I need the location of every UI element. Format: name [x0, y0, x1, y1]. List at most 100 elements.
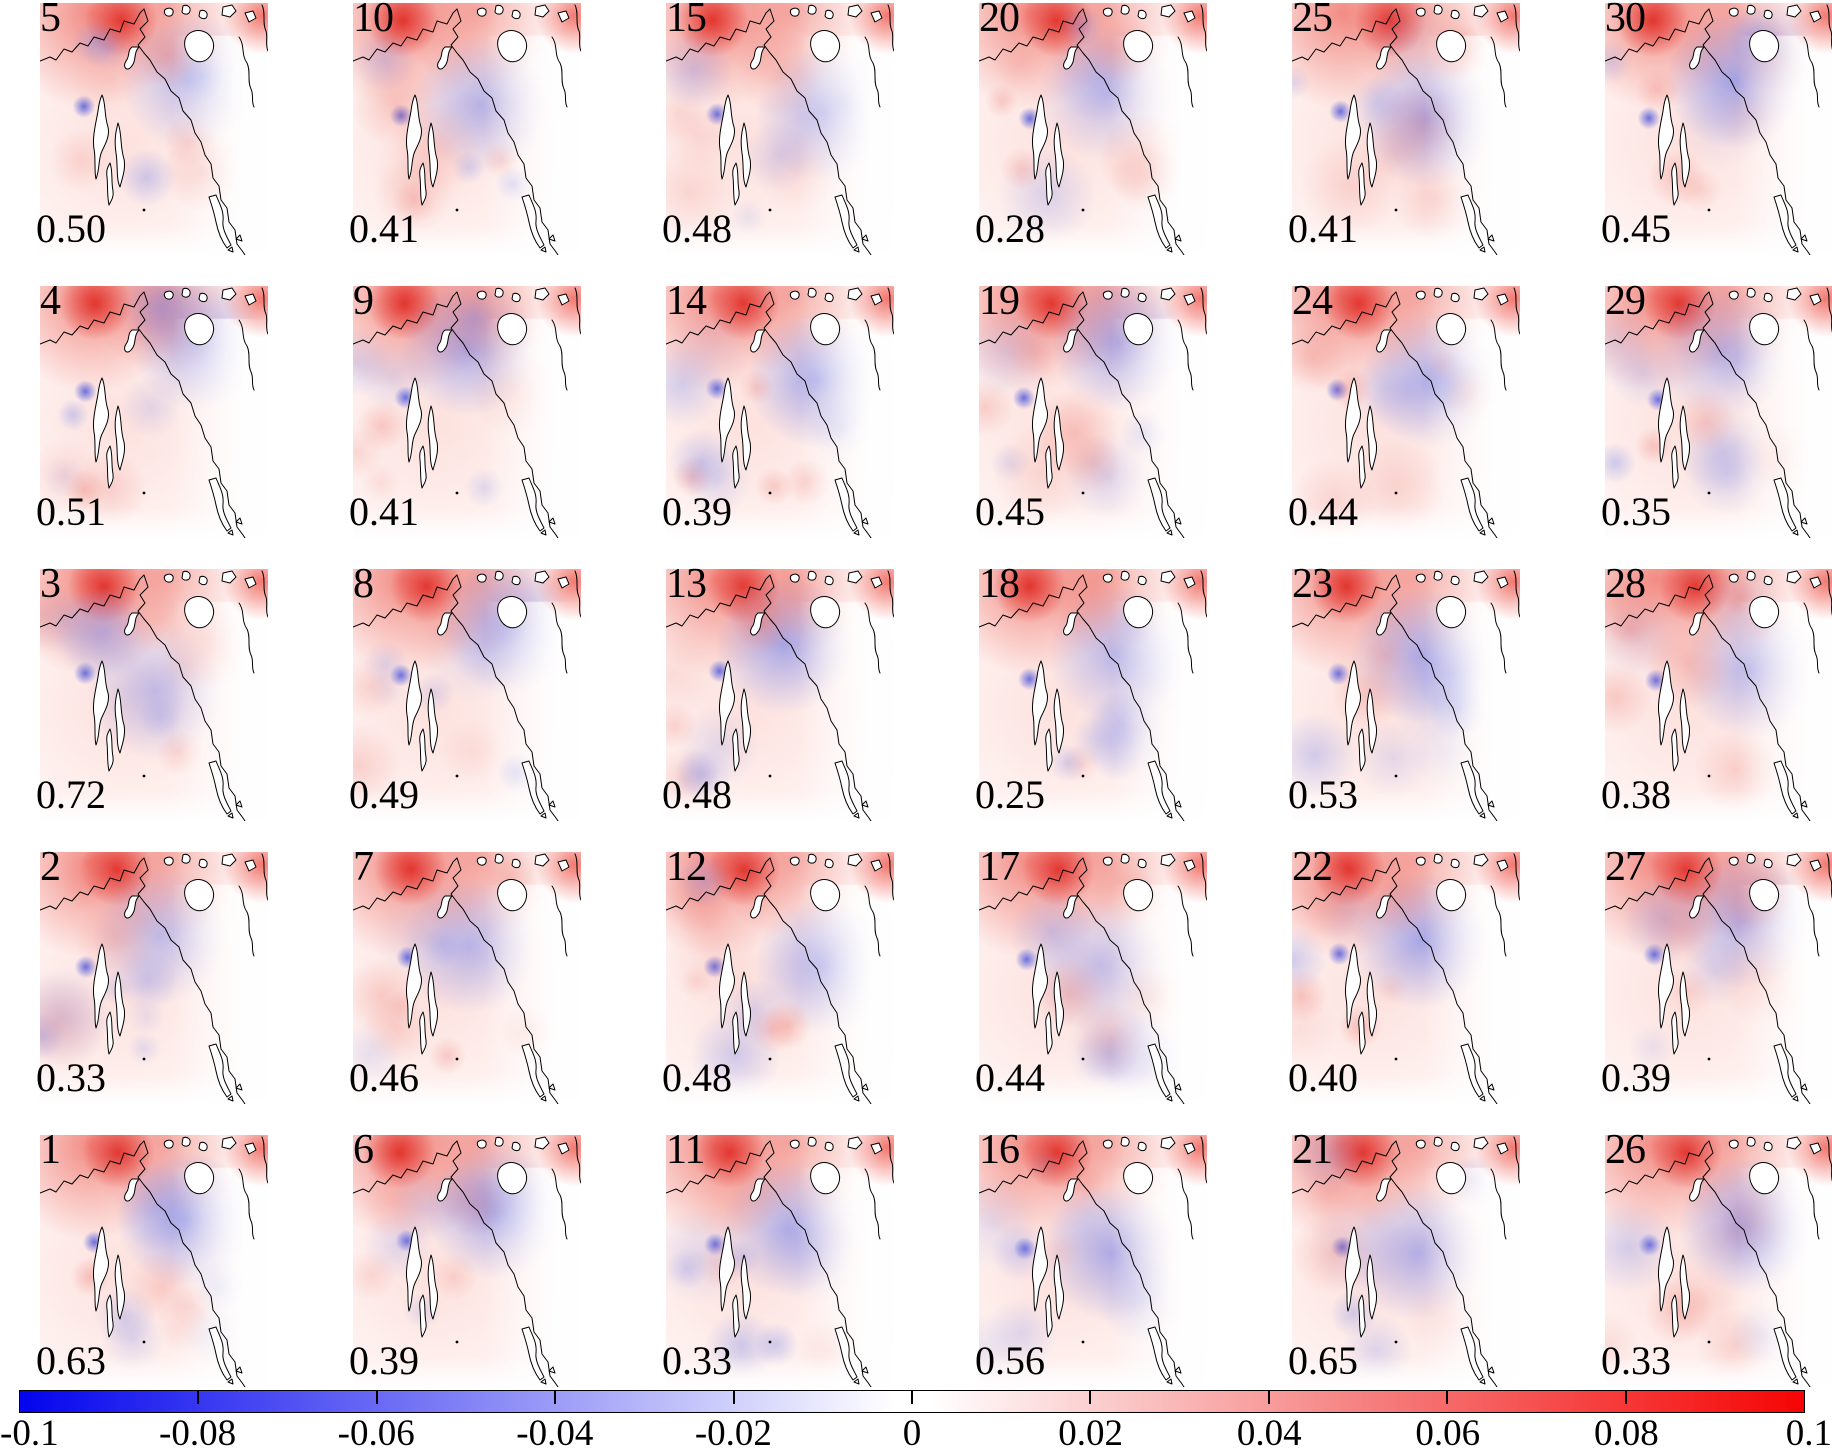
map-panel: 26 0.33	[1601, 1129, 1832, 1387]
map-panel: 14 0.39	[662, 280, 894, 538]
panel-correlation-value: 0.72	[36, 772, 106, 817]
panel-correlation-value: 0.33	[36, 1055, 106, 1100]
map-panel: 6 0.39	[349, 1129, 581, 1387]
colorbar-labels: -0.1 -0.08 -0.06 -0.04 -0.02 0 0.02 0.04 0.06 0.0…	[0, 1413, 1832, 1456]
panel-correlation-value: 0.41	[1288, 206, 1358, 251]
panel-number: 11	[666, 1127, 705, 1173]
map-panel: 28 0.38	[1601, 563, 1832, 821]
panel-number: 29	[1605, 278, 1646, 324]
map-panel: 1 0.63	[36, 1129, 268, 1387]
panel-number: 14	[666, 278, 707, 324]
map-panel: 25 0.41	[1288, 0, 1520, 255]
panel-correlation-value: 0.53	[1288, 772, 1358, 817]
colorbar-tick-label: -0.1	[0, 1413, 59, 1454]
panel-correlation-value: 0.35	[1601, 489, 1671, 534]
panel-number: 12	[666, 844, 707, 890]
colorbar-tick-label: 0.04	[1236, 1413, 1302, 1454]
panel-number: 18	[979, 561, 1020, 607]
panel-number: 10	[353, 0, 394, 41]
panel-correlation-value: 0.41	[349, 489, 419, 534]
panel-correlation-value: 0.39	[349, 1338, 419, 1383]
panel-correlation-value: 0.39	[1601, 1055, 1671, 1100]
colorbar-tick	[1624, 1391, 1627, 1404]
map-panel: 23 0.53	[1288, 563, 1520, 821]
map-panel: 10 0.41	[349, 0, 581, 255]
panel-number: 24	[1292, 278, 1333, 324]
map-panel: 11 0.33	[662, 1129, 894, 1387]
panel-number: 20	[979, 0, 1020, 41]
panel-number: 23	[1292, 561, 1333, 607]
panel-correlation-value: 0.48	[662, 1055, 732, 1100]
panel-number: 26	[1605, 1127, 1646, 1173]
panel-correlation-value: 0.51	[36, 489, 106, 534]
colorbar-tick	[197, 1391, 200, 1404]
colorbar-tick-label: 0.02	[1058, 1413, 1123, 1454]
colorbar-tick-label: 0	[902, 1413, 922, 1454]
panel-correlation-value: 0.39	[662, 489, 732, 534]
colorbar-tick	[732, 1391, 735, 1404]
panel-correlation-value: 0.56	[975, 1338, 1045, 1383]
panel-correlation-value: 0.45	[975, 489, 1045, 534]
panel-correlation-value: 0.65	[1288, 1338, 1358, 1383]
colorbar-tick	[1267, 1391, 1270, 1404]
map-panel: 29 0.35	[1601, 280, 1832, 538]
colorbar-tick	[1446, 1391, 1449, 1404]
map-panel: 21 0.65	[1288, 1129, 1520, 1387]
colorbar-tick-label: 0.08	[1594, 1413, 1659, 1454]
panel-number: 7	[353, 844, 374, 890]
panel-number: 8	[353, 561, 374, 607]
map-panel: 18 0.25	[975, 563, 1207, 821]
colorbar-tick-label: -0.08	[159, 1413, 237, 1454]
map-panel: 20 0.28	[975, 0, 1207, 255]
map-panel: 24 0.44	[1288, 280, 1520, 538]
panel-correlation-value: 0.33	[662, 1338, 732, 1383]
panel-number: 16	[979, 1127, 1020, 1173]
map-panel: 30 0.45	[1601, 0, 1832, 255]
map-panel: 8 0.49	[349, 563, 581, 821]
panel-number: 30	[1605, 0, 1646, 41]
panel-number: 15	[666, 0, 707, 41]
map-panel: 17 0.44	[975, 846, 1207, 1104]
panel-correlation-value: 0.40	[1288, 1055, 1358, 1100]
colorbar-tick-label: 0.1	[1785, 1413, 1832, 1454]
panel-correlation-value: 0.46	[349, 1055, 419, 1100]
panel-number: 22	[1292, 844, 1333, 890]
panel-number: 3	[40, 561, 61, 607]
panel-number: 4	[40, 278, 61, 324]
colorbar-tick	[554, 1391, 557, 1404]
panel-number: 19	[979, 278, 1020, 324]
panel-number: 28	[1605, 561, 1646, 607]
panel-correlation-value: 0.44	[1288, 489, 1358, 534]
map-panel: 13 0.48	[662, 563, 894, 821]
panel-correlation-value: 0.63	[36, 1338, 106, 1383]
panel-correlation-value: 0.49	[349, 772, 419, 817]
map-panel: 19 0.45	[975, 280, 1207, 538]
colorbar-tick-label: -0.02	[694, 1413, 772, 1454]
map-panel: 2 0.33	[36, 846, 268, 1104]
panel-correlation-value: 0.48	[662, 772, 732, 817]
map-panel: 9 0.41	[349, 280, 581, 538]
panel-number: 5	[40, 0, 61, 41]
colorbar-tick	[911, 1391, 913, 1404]
panel-correlation-value: 0.33	[1601, 1338, 1671, 1383]
map-panel: 12 0.48	[662, 846, 894, 1104]
panel-number: 27	[1605, 844, 1646, 890]
map-panel: 15 0.48	[662, 0, 894, 255]
map-panel: 22 0.40	[1288, 846, 1520, 1104]
panel-number: 17	[979, 844, 1020, 890]
panel-correlation-value: 0.38	[1601, 772, 1671, 817]
panel-number: 21	[1292, 1127, 1333, 1173]
map-panel: 7 0.46	[349, 846, 581, 1104]
colorbar-tick-label: -0.04	[516, 1413, 594, 1454]
panel-correlation-value: 0.50	[36, 206, 106, 251]
panel-number: 1	[40, 1127, 61, 1173]
panel-number: 2	[40, 844, 61, 890]
panel-number: 25	[1292, 0, 1333, 41]
map-panel: 5 0.50	[36, 0, 268, 255]
map-panel: 4 0.51	[36, 280, 268, 538]
colorbar	[19, 1390, 1805, 1413]
panel-number: 13	[666, 561, 707, 607]
panel-correlation-value: 0.44	[975, 1055, 1045, 1100]
colorbar-tick	[1089, 1391, 1092, 1404]
